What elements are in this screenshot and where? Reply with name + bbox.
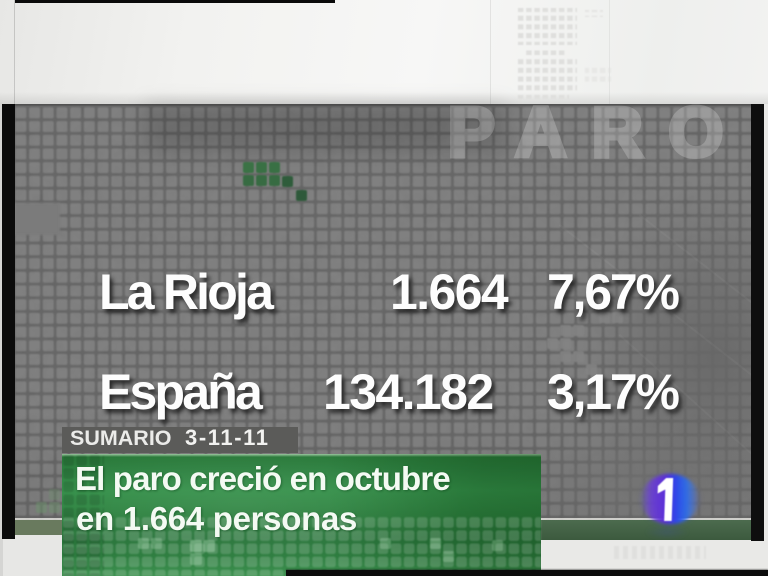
svg-text:PARO: PARO bbox=[448, 98, 749, 171]
